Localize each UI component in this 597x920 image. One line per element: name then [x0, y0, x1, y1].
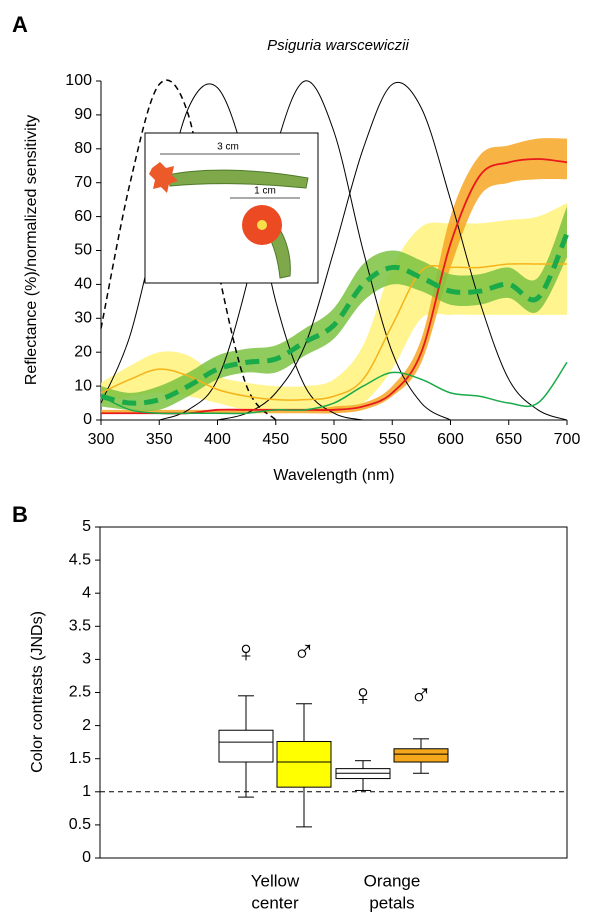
sex-symbol: ♀	[235, 636, 258, 669]
box	[276, 740, 332, 788]
x-tick-label: 350	[146, 431, 173, 448]
panel-b: 0 0.5 1 1.5 2 2.5 3 3.5 4 4.5 5 Yellow center Orange p…	[69, 518, 568, 912]
y-tick-label: 100	[65, 72, 92, 89]
x-tick-label: center	[251, 893, 299, 912]
line	[100, 361, 568, 415]
x-tick-label: 700	[554, 431, 581, 448]
box	[218, 729, 274, 763]
y-tick-label: 4.5	[69, 551, 91, 568]
y-tick-label: 5	[82, 518, 91, 535]
y-tick-label: 0	[83, 411, 92, 428]
y-tick-label: 4	[82, 584, 91, 601]
y-tick-label: 1	[82, 783, 91, 800]
y-tick-label: 3.5	[69, 618, 91, 635]
panel-label: B	[12, 502, 28, 527]
line	[217, 82, 568, 421]
y-tick-label: 60	[74, 208, 92, 225]
inset-frame	[144, 132, 319, 284]
flower	[149, 162, 178, 193]
x-tick-label: 550	[379, 431, 406, 448]
stem	[167, 169, 309, 189]
panel-a: 300 350 400 450 500 550 600 650 700 0 10 20 30 40 50 60…	[65, 72, 580, 448]
x-tick-label: Yellow	[251, 871, 300, 890]
x-tick-label: 500	[321, 431, 348, 448]
y-axis-label: Color contrasts (JNDs)	[29, 611, 46, 773]
y-tick-label: 1.5	[69, 750, 91, 767]
inset-photo: 3 cm 1 cm	[144, 132, 319, 284]
x-tick-label: 400	[204, 431, 231, 448]
y-tick-label: 80	[74, 140, 92, 157]
line	[100, 83, 364, 421]
y-axis-label: Reflectance (%)/normalized sensitivity	[23, 115, 40, 385]
y-tick-label: 2.5	[69, 684, 91, 701]
box	[393, 748, 449, 763]
line	[100, 232, 570, 406]
band	[101, 138, 567, 414]
panel-label: A	[12, 12, 28, 37]
line	[100, 79, 277, 421]
line	[100, 263, 567, 401]
y-tick-label: 90	[74, 106, 92, 123]
y-tick-label: 10	[74, 377, 92, 394]
x-tick-label: 300	[88, 431, 115, 448]
y-tick-label: 0.5	[69, 816, 91, 833]
scale-label: 1 cm	[254, 186, 276, 197]
flower-center	[257, 220, 267, 230]
y-tick-label: 20	[74, 343, 92, 360]
x-tick-label: 650	[495, 431, 522, 448]
band	[101, 206, 567, 411]
plot-frame	[99, 526, 568, 859]
x-tick-label: petals	[369, 893, 414, 912]
y-tick-label: 0	[82, 849, 91, 866]
y-tick-label: 40	[74, 276, 92, 293]
x-axis-label: Wavelength (nm)	[273, 467, 394, 484]
chart-title: Psiguria warscewiczii	[267, 37, 409, 54]
sex-symbol: ♀	[352, 679, 375, 712]
x-tick-label: Orange	[364, 871, 421, 890]
sex-symbol: ♂	[293, 636, 316, 669]
y-tick-label: 3	[82, 651, 91, 668]
y-tick-label: 2	[82, 717, 91, 734]
y-tick-label: 70	[74, 174, 92, 191]
y-tick-label: 50	[74, 242, 92, 259]
scale-label: 3 cm	[217, 142, 239, 153]
x-tick-label: 450	[262, 431, 289, 448]
sex-symbol: ♂	[410, 679, 433, 712]
line	[159, 80, 451, 421]
y-tick-label: 30	[74, 310, 92, 327]
x-tick-label: 600	[437, 431, 464, 448]
